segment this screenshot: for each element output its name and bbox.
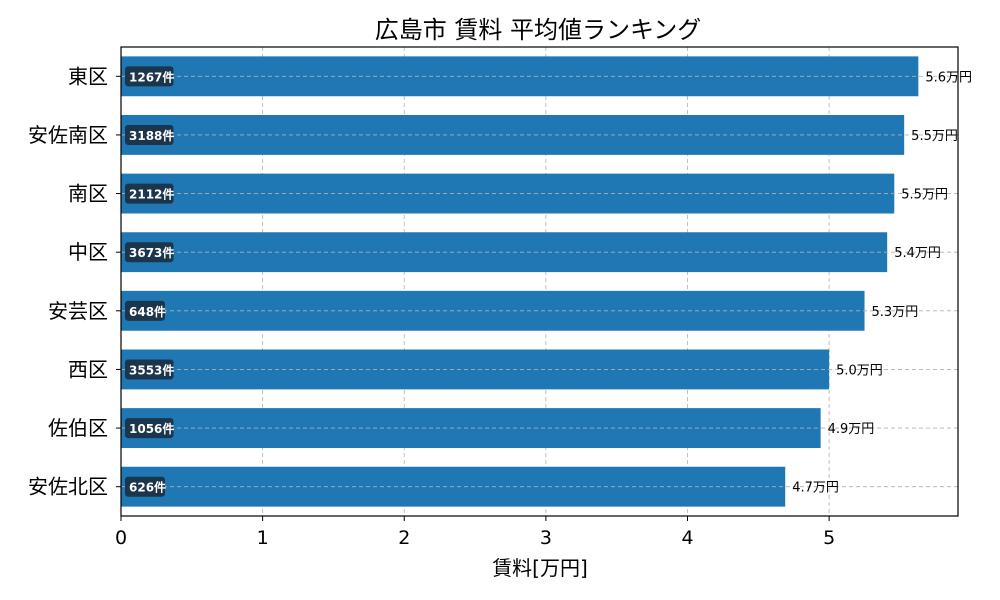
count-badge (125, 359, 174, 380)
count-badge (125, 66, 174, 87)
value-label: 5.0万円 (836, 363, 883, 378)
y-tick-label: 中区 (68, 240, 108, 264)
value-label: 5.5万円 (911, 129, 958, 144)
y-tick-label: 南区 (68, 182, 108, 206)
x-tick-label: 4 (681, 527, 693, 549)
x-tick-label: 5 (823, 527, 835, 549)
count-label: 3188件 (129, 128, 174, 143)
labels-layer: 1267件 5.6万円 3188件 5.5万円 2112件 5.5万円 3673件 5.4万円… (121, 66, 972, 497)
y-tick-label: 安佐北区 (28, 475, 108, 499)
x-tick-label: 1 (257, 527, 269, 549)
bar (121, 56, 919, 97)
bars-layer (121, 56, 919, 507)
value-label: 5.6万円 (925, 70, 972, 85)
value-label: 4.7万円 (792, 481, 839, 496)
count-label: 1267件 (129, 69, 174, 84)
value-label: 5.4万円 (894, 246, 941, 261)
count-badge (125, 476, 165, 497)
value-label: 4.9万円 (828, 422, 875, 437)
x-axis-label: 賃料[万円] (492, 556, 588, 580)
count-label: 648件 (129, 304, 166, 319)
bar (121, 408, 821, 448)
count-label: 3673件 (129, 245, 174, 260)
y-tick-label: 西区 (68, 357, 108, 381)
count-badge (125, 300, 165, 321)
y-tick-label: 安佐南区 (28, 123, 108, 147)
value-label: 5.5万円 (901, 188, 948, 203)
chart-title: 広島市 賃料 平均値ランキング (375, 16, 702, 44)
y-tick-label: 佐伯区 (48, 416, 108, 440)
y-tick-label: 安芸区 (48, 299, 108, 323)
x-tick-label: 3 (540, 527, 552, 549)
y-tick-label: 東区 (68, 64, 108, 88)
count-label: 626件 (129, 480, 166, 495)
x-tick-label: 0 (115, 527, 127, 549)
value-label: 5.3万円 (872, 305, 919, 320)
count-badge (125, 418, 174, 439)
x-tick-label: 2 (398, 527, 410, 549)
count-badge (125, 183, 174, 204)
count-label: 3553件 (129, 362, 174, 377)
count-label: 1056件 (129, 421, 174, 436)
count-badge (125, 242, 174, 263)
plot-frame (120, 46, 959, 517)
count-badge (125, 124, 174, 145)
count-label: 2112件 (129, 187, 174, 202)
